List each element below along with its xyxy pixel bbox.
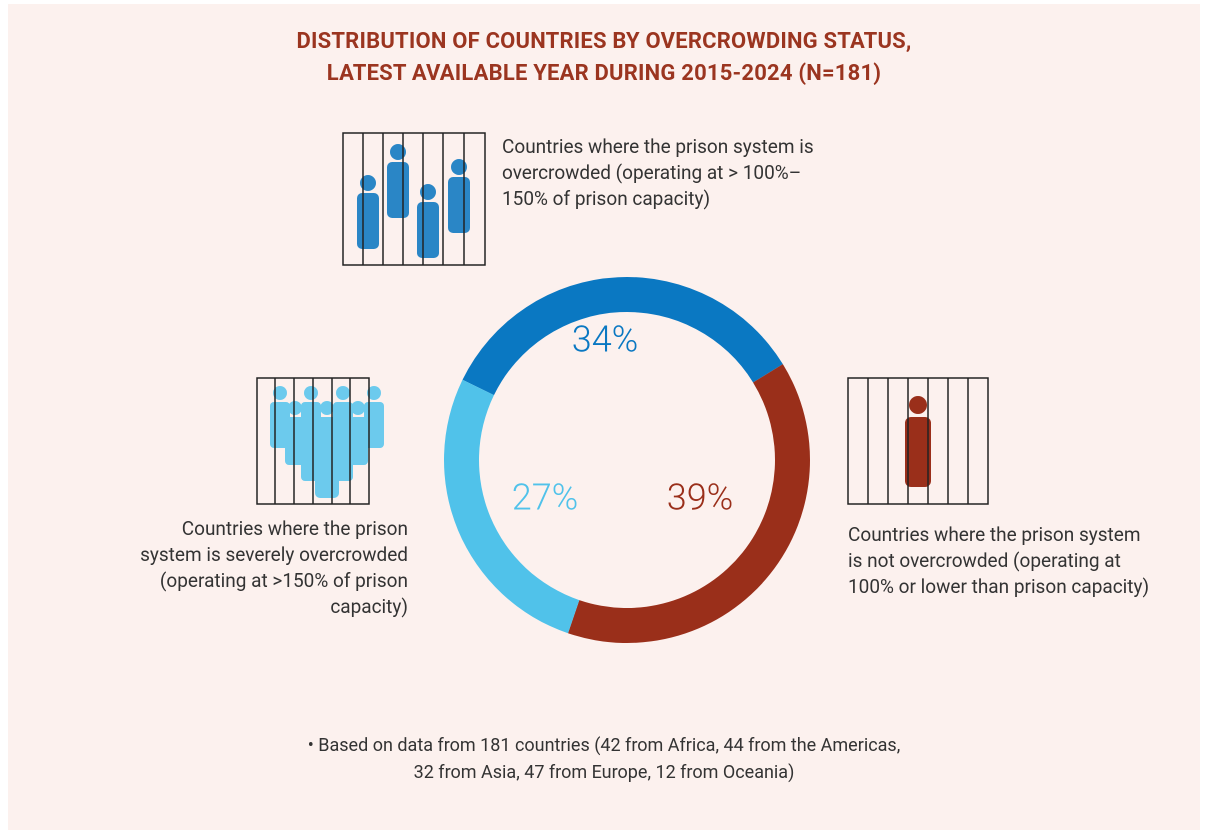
value-label: 34% [572, 319, 639, 361]
icon-overcrowded [342, 132, 486, 266]
donut-segment [568, 364, 811, 643]
value-label: 39% [667, 477, 734, 519]
icon-severely-overcrowded [256, 377, 384, 505]
footnote: • Based on data from 181 countries (42 f… [0, 732, 1208, 786]
category-label: Countries where the prison system is ove… [502, 135, 814, 210]
category-label: Countries where the prison system is not… [848, 523, 1150, 598]
value-label: 27% [512, 477, 579, 519]
donut-segment [462, 276, 783, 396]
title-line: DISTRIBUTION OF COUNTRIES BY OVERCROWDIN… [296, 29, 912, 54]
background [8, 4, 1200, 830]
icon-not-overcrowded [847, 377, 989, 505]
note-line: • Based on data from 181 countries (42 f… [307, 735, 901, 756]
chart-title: DISTRIBUTION OF COUNTRIES BY OVERCROWDIN… [0, 26, 1208, 90]
category-label: Countries where the prison system is sev… [140, 517, 408, 618]
note-line: 32 from Asia, 47 from Europe, 12 from Oc… [413, 762, 795, 783]
donut-segment [444, 379, 580, 634]
title-line: LATEST AVAILABLE YEAR DURING 2015-2024 (… [326, 61, 882, 86]
